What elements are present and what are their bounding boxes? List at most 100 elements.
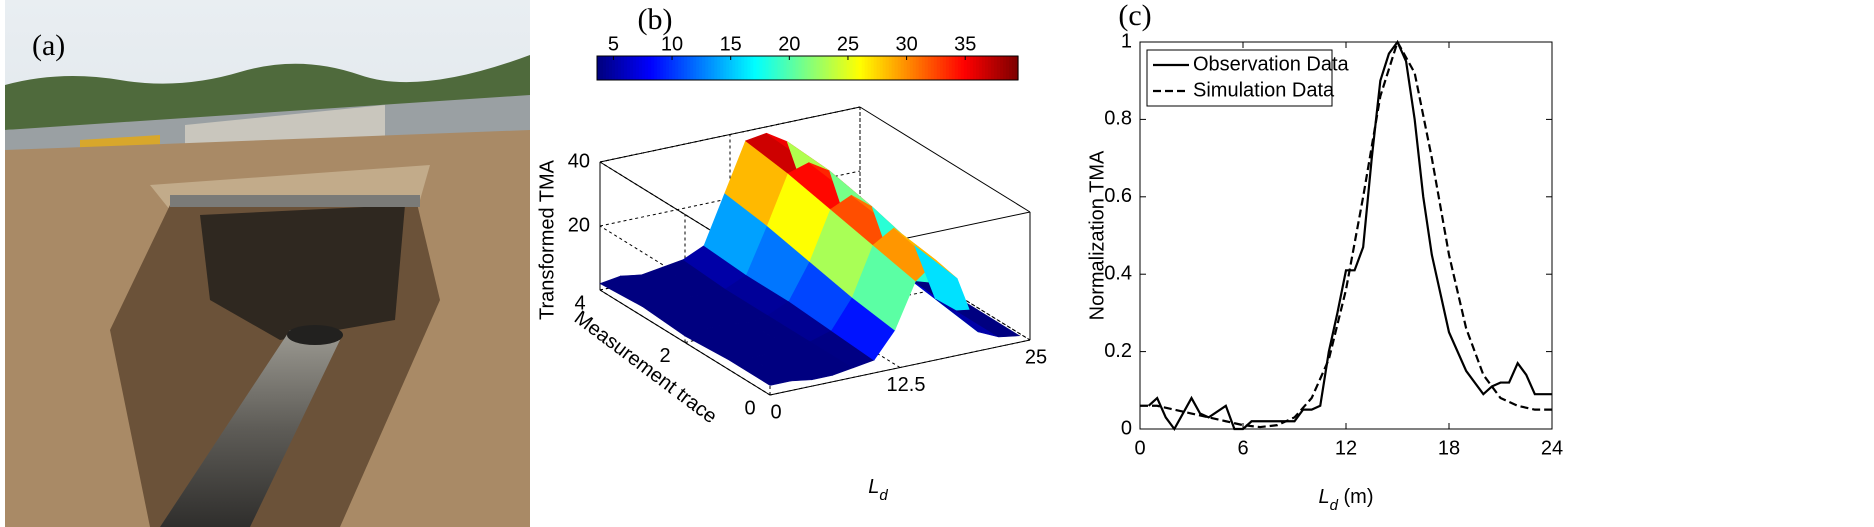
colorbar-cell — [792, 56, 797, 80]
photo-pit — [200, 205, 405, 340]
colorbar-cell — [624, 56, 628, 80]
photo: (a) — [5, 0, 530, 527]
colorbar-cell — [936, 56, 941, 80]
colorbar-cell — [732, 56, 736, 80]
panel-label: (b) — [638, 3, 673, 36]
colorbar-cell — [771, 56, 776, 80]
colorbar-cell — [765, 56, 770, 80]
colorbar-cell — [894, 56, 899, 80]
y-tick-label: 0.8 — [1104, 108, 1132, 130]
surface-cell — [955, 309, 1021, 338]
grid-line — [769, 339, 1031, 396]
colorbar-cell — [840, 56, 845, 80]
colorbar-cell — [762, 56, 766, 80]
colorbar-cell — [966, 56, 971, 80]
colorbar-cell — [855, 56, 860, 80]
colorbar-cell — [819, 56, 824, 80]
colorbar-cell — [909, 56, 914, 80]
colorbar-cell — [783, 56, 788, 80]
colorbar-cell — [972, 56, 977, 80]
colorbar-cell — [678, 56, 682, 80]
colorbar-cell — [897, 56, 902, 80]
legend-box — [1146, 49, 1333, 107]
colorbar-cell — [807, 56, 812, 80]
colorbar-cell — [723, 56, 727, 80]
colorbar-cell — [879, 56, 884, 80]
colorbar-tick-label: 10 — [661, 33, 683, 55]
colorbar-cell — [657, 56, 661, 80]
x-axis-label-part: L — [868, 476, 879, 498]
colorbar-cell — [702, 56, 706, 80]
y-tick-label: 0 — [1121, 417, 1132, 439]
colorbar-cell — [945, 56, 950, 80]
colorbar-cell — [825, 56, 830, 80]
colorbar-cell — [699, 56, 703, 80]
colorbar-cell — [954, 56, 959, 80]
colorbar-cell — [975, 56, 980, 80]
colorbar-cell — [846, 56, 851, 80]
colorbar-cell — [693, 56, 697, 80]
x-axis-label-part: L — [1318, 486, 1329, 508]
z-tick-label: 20 — [568, 214, 590, 236]
colorbar-frame — [596, 55, 1019, 81]
colorbar-tick-label: 30 — [895, 33, 917, 55]
colorbar-cell — [834, 56, 839, 80]
colorbar-cell — [915, 56, 920, 80]
y-tick-label: 0.2 — [1104, 340, 1132, 362]
colorbar-cell — [753, 56, 757, 80]
y-tick-label: 0.4 — [1104, 262, 1132, 284]
colorbar-cell — [963, 56, 968, 80]
panel-label: (a) — [32, 29, 65, 62]
colorbar-tick-label: 25 — [837, 33, 859, 55]
colorbar-cell — [621, 56, 625, 80]
colorbar-cell — [969, 56, 974, 80]
colorbar-cell — [1005, 56, 1010, 80]
colorbar-cell — [939, 56, 944, 80]
colorbar-cell — [867, 56, 872, 80]
colorbar-cell — [981, 56, 986, 80]
colorbar-cell — [843, 56, 848, 80]
colorbar-cell — [1008, 56, 1013, 80]
colorbar-cell — [873, 56, 878, 80]
colorbar-cell — [789, 56, 794, 80]
colorbar-cell — [837, 56, 842, 80]
colorbar-tick-label: 20 — [778, 33, 800, 55]
colorbar-cell — [960, 56, 965, 80]
x-tick-label: 12 — [1335, 437, 1357, 459]
colorbar-cell — [888, 56, 893, 80]
z-tick-label: 40 — [568, 150, 590, 172]
colorbar-cell — [741, 56, 745, 80]
x-tick-label: 18 — [1438, 437, 1460, 459]
colorbar-cell — [759, 56, 763, 80]
x-tick-label: 0 — [770, 401, 781, 423]
colorbar-cell — [816, 56, 821, 80]
x-tick-label: 6 — [1237, 437, 1248, 459]
colorbar-cell — [672, 56, 676, 80]
colorbar-cell — [597, 56, 601, 80]
colorbar-cell — [795, 56, 800, 80]
colorbar-cell — [681, 56, 685, 80]
colorbar-cell — [804, 56, 809, 80]
colorbar-cell — [801, 56, 806, 80]
colorbar-cell — [747, 56, 751, 80]
colorbar-cell — [612, 56, 616, 80]
colorbar-tick-label: 5 — [608, 33, 619, 55]
colorbar-cell — [1014, 56, 1019, 80]
colorbar-cell — [705, 56, 709, 80]
colorbar-cell — [696, 56, 700, 80]
colorbar-cell — [798, 56, 803, 80]
colorbar-cell — [912, 56, 917, 80]
colorbar-cell — [861, 56, 866, 80]
colorbar-cell — [831, 56, 836, 80]
colorbar-cell — [999, 56, 1004, 80]
colorbar-cell — [780, 56, 785, 80]
colorbar-cell — [984, 56, 989, 80]
colorbar-cell — [957, 56, 962, 80]
colorbar-cell — [948, 56, 953, 80]
colorbar-cell — [828, 56, 833, 80]
colorbar-cell — [633, 56, 637, 80]
colorbar-cell — [858, 56, 863, 80]
colorbar-cell — [708, 56, 712, 80]
colorbar-cell — [606, 56, 610, 80]
panel-b: (b) 5 10 15 20 25 30 35 0 12.5 25 0 2 4 20 40 Transforme… — [536, 3, 1047, 505]
